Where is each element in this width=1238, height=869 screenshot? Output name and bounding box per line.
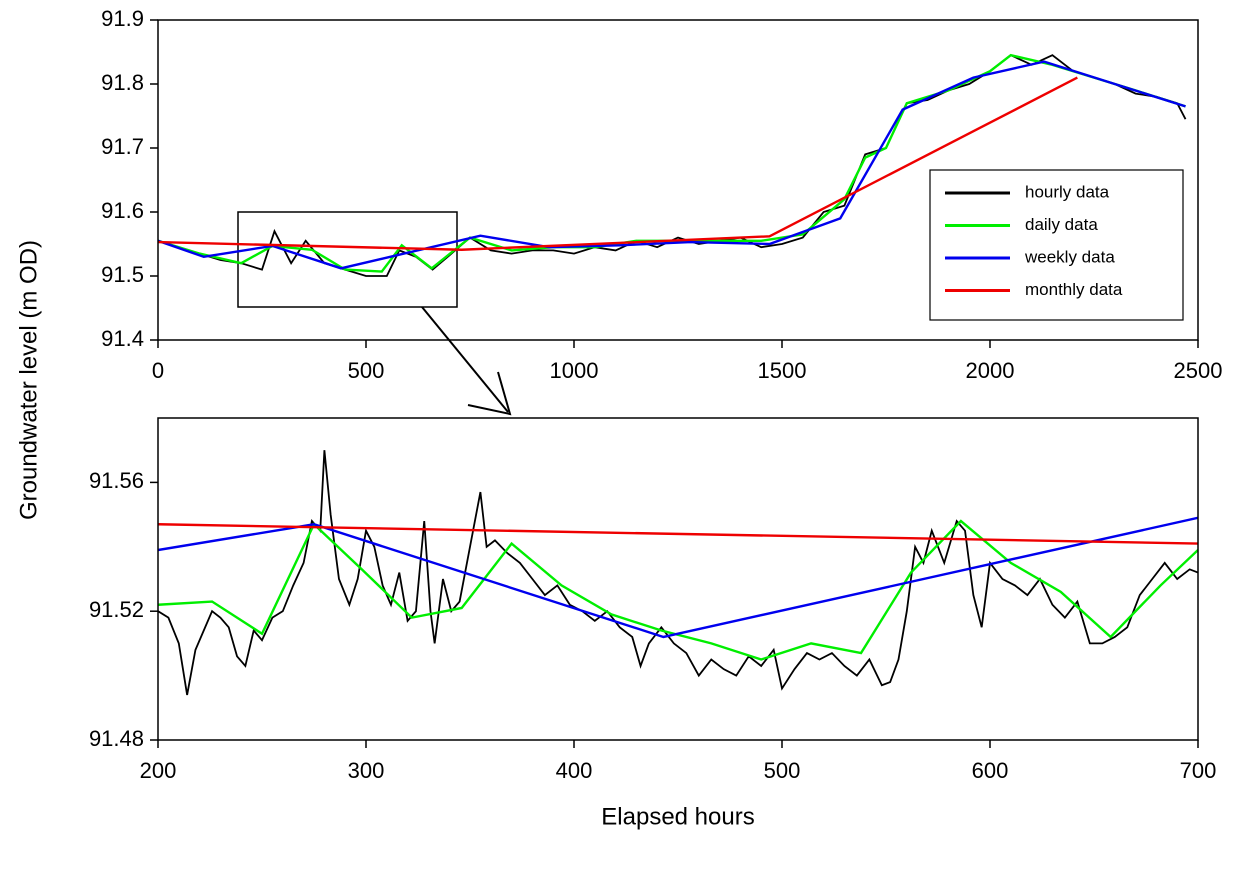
series-line	[158, 519, 1198, 661]
x-tick-label: 2000	[966, 358, 1015, 383]
y-tick-label: 91.9	[101, 6, 144, 31]
legend-label: monthly data	[1025, 280, 1123, 299]
plot-frame	[157, 19, 1199, 341]
y-tick-label: 91.56	[89, 468, 144, 493]
legend-label: hourly data	[1025, 182, 1110, 201]
x-tick-label: 500	[348, 358, 385, 383]
y-tick-label: 91.5	[101, 262, 144, 287]
legend-label: weekly data	[1024, 247, 1115, 266]
y-tick-label: 91.6	[101, 198, 144, 223]
y-tick-label: 91.52	[89, 597, 144, 622]
series-line	[158, 516, 1198, 639]
series-line	[158, 76, 1078, 251]
legend-box	[929, 169, 1184, 321]
x-tick-label: 2500	[1174, 358, 1223, 383]
x-tick-label: 600	[972, 758, 1009, 783]
zoom-box	[237, 211, 458, 308]
legend-label: daily data	[1025, 215, 1098, 234]
zoom-arrow-head	[467, 371, 512, 416]
x-tick-label: 700	[1180, 758, 1217, 783]
y-tick-label: 91.4	[101, 326, 144, 351]
x-tick-label: 0	[152, 358, 164, 383]
x-tick-label: 500	[764, 758, 801, 783]
x-tick-label: 300	[348, 758, 385, 783]
series-line	[158, 54, 1187, 277]
series-line	[158, 450, 1198, 696]
x-tick-label: 1000	[550, 358, 599, 383]
y-tick-label: 91.48	[89, 726, 144, 751]
y-tick-label: 91.8	[101, 70, 144, 95]
plot-frame	[157, 417, 1199, 741]
x-tick-label: 200	[140, 758, 177, 783]
zoom-arrow	[421, 306, 509, 413]
series-line	[158, 60, 1186, 270]
x-axis-label: Elapsed hours	[601, 803, 754, 830]
series-line	[158, 523, 1198, 545]
y-axis-label: Groundwater level (m OD)	[15, 240, 42, 520]
y-tick-label: 91.7	[101, 134, 144, 159]
x-tick-label: 400	[556, 758, 593, 783]
x-tick-label: 1500	[758, 358, 807, 383]
